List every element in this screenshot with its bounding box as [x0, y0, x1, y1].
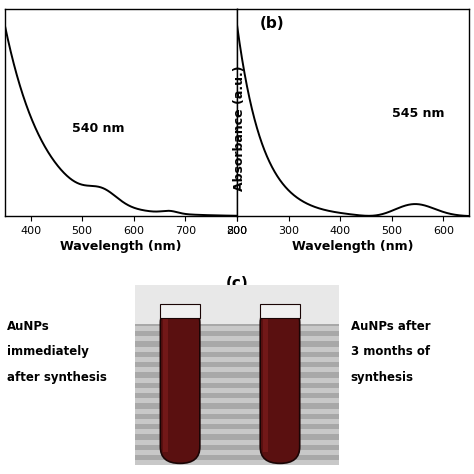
Bar — [135, 284, 339, 324]
Bar — [135, 352, 339, 357]
Bar — [135, 346, 339, 352]
Bar — [135, 398, 339, 403]
Text: immediately: immediately — [7, 346, 89, 358]
Bar — [135, 403, 339, 409]
Bar — [135, 419, 339, 424]
Bar — [135, 373, 339, 377]
Bar — [135, 290, 339, 295]
Bar — [135, 393, 339, 398]
Bar — [163, 314, 168, 452]
Text: synthesis: synthesis — [351, 371, 414, 384]
Bar — [135, 362, 339, 367]
Bar — [135, 341, 339, 346]
Text: 545 nm: 545 nm — [392, 107, 444, 120]
Bar — [263, 314, 268, 452]
Text: 540 nm: 540 nm — [72, 122, 124, 135]
Bar — [135, 367, 339, 373]
Bar — [135, 388, 339, 393]
Text: AuNPs: AuNPs — [7, 320, 50, 333]
X-axis label: Wavelength (nm): Wavelength (nm) — [292, 240, 414, 253]
Bar — [135, 295, 339, 300]
Bar — [135, 434, 339, 439]
Bar — [260, 304, 300, 318]
Bar — [135, 414, 339, 419]
X-axis label: Wavelength (nm): Wavelength (nm) — [60, 240, 182, 253]
Bar — [135, 305, 339, 310]
Text: (b): (b) — [260, 16, 285, 31]
Bar — [135, 450, 339, 455]
Bar — [135, 321, 339, 326]
Bar — [135, 460, 339, 465]
Text: 3 months of: 3 months of — [351, 346, 430, 358]
Bar — [135, 439, 339, 445]
Bar — [135, 284, 339, 465]
Bar — [135, 310, 339, 316]
Bar — [135, 455, 339, 460]
FancyBboxPatch shape — [160, 306, 200, 464]
Bar — [135, 357, 339, 362]
Bar — [135, 331, 339, 336]
Bar — [135, 429, 339, 434]
Bar — [135, 284, 339, 290]
Bar — [135, 409, 339, 414]
Bar — [135, 300, 339, 305]
Bar — [135, 445, 339, 450]
Text: Absorbance (a.u.): Absorbance (a.u.) — [233, 65, 246, 191]
Bar — [135, 326, 339, 331]
Text: after synthesis: after synthesis — [7, 371, 107, 384]
Bar — [135, 377, 339, 383]
Bar — [135, 383, 339, 388]
FancyBboxPatch shape — [260, 306, 300, 464]
Text: (c): (c) — [226, 276, 248, 291]
Bar — [135, 424, 339, 429]
Bar — [160, 304, 200, 318]
Bar — [135, 336, 339, 341]
Bar — [135, 316, 339, 321]
Text: AuNPs after: AuNPs after — [351, 320, 430, 333]
